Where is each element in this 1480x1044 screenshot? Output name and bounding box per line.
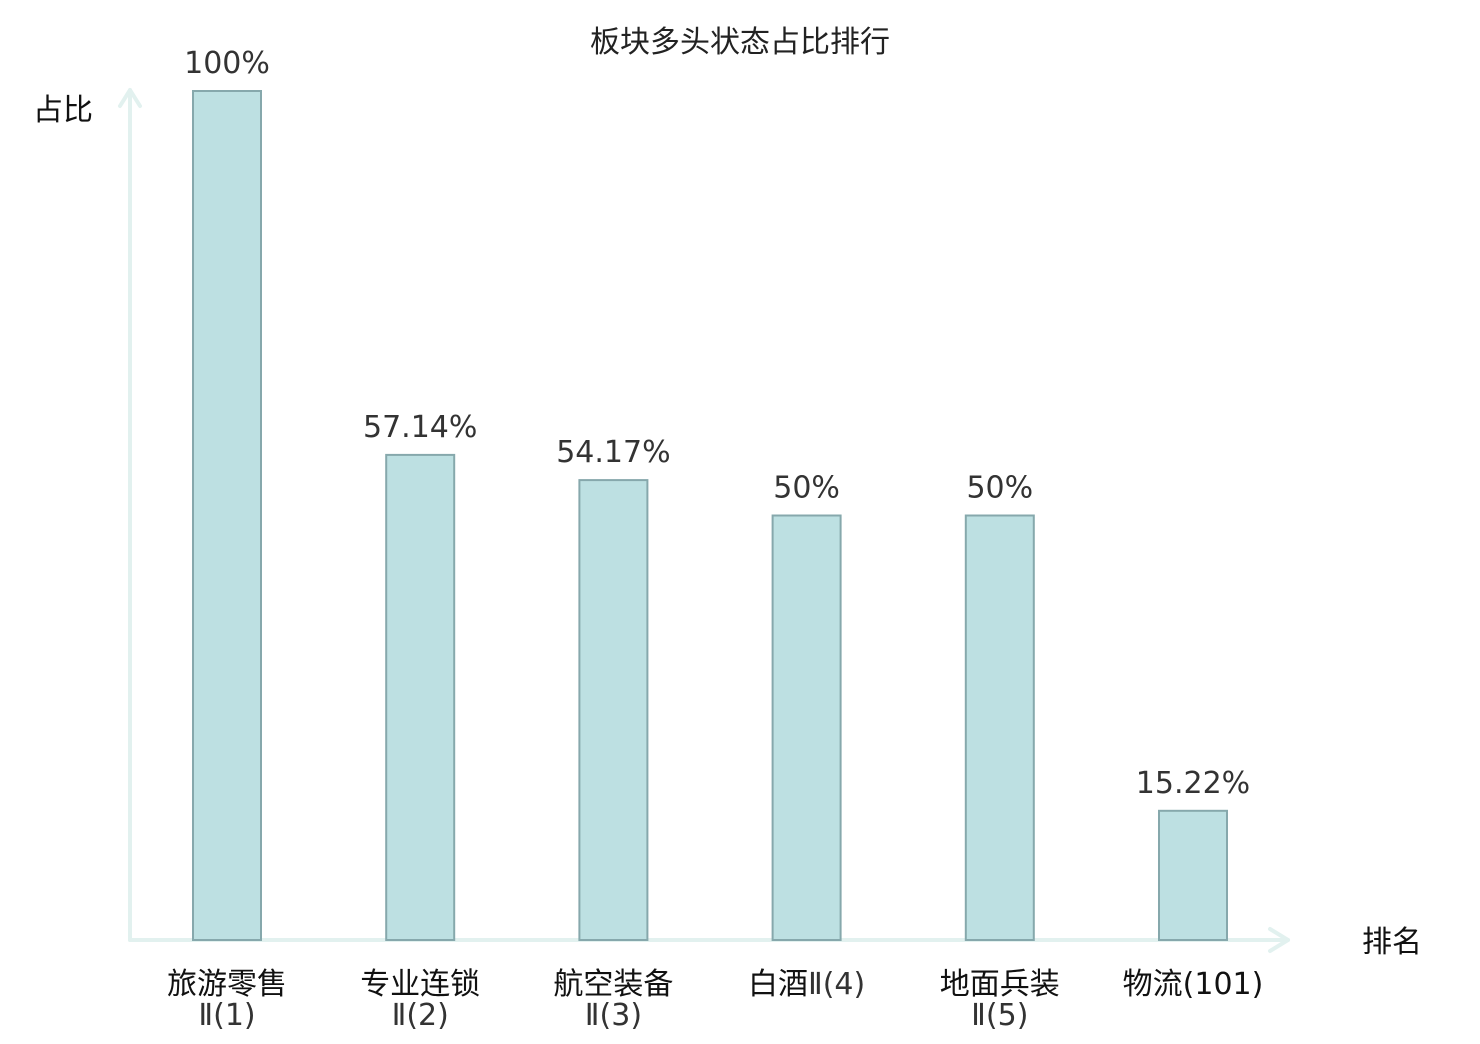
category-label-4: 白酒Ⅱ(4) — [748, 967, 865, 1002]
category-label-3: 航空装备 — [553, 967, 673, 1002]
bar-4 — [771, 514, 842, 941]
bar-3 — [578, 479, 649, 941]
category-name-1: 旅游零售 — [167, 967, 287, 1002]
category-label-2: 专业连锁 — [360, 967, 480, 1002]
category-name-3: 航空装备 — [553, 967, 673, 1002]
category-rank-3: Ⅱ(3) — [585, 998, 642, 1033]
value-label-6: 15.22% — [1136, 766, 1250, 801]
bar-2 — [385, 453, 456, 941]
category-label-1: 旅游零售 — [167, 967, 287, 1002]
category-name-2: 专业连锁 — [360, 967, 480, 1002]
value-label-2: 57.14% — [363, 410, 477, 445]
value-label-5: 50% — [966, 471, 1033, 506]
category-name-6: 物流 — [1123, 967, 1183, 1002]
x-axis-arrow — [1268, 927, 1290, 953]
bar-5 — [964, 514, 1035, 941]
chart-title: 板块多头状态占比排行 — [590, 25, 890, 60]
category-label-5: 地面兵装 — [940, 967, 1060, 1002]
category-rank-5: Ⅱ(5) — [971, 998, 1028, 1033]
y-axis-label: 占比 — [33, 93, 93, 128]
category-rank-6: (101) — [1183, 967, 1264, 1002]
value-labels-group: 100% 57.14% 54.17% 50% 50% 15.22% — [184, 46, 1250, 801]
category-name-4: 白酒 — [748, 967, 808, 1002]
value-label-4: 50% — [773, 471, 840, 506]
bar-6 — [1158, 809, 1228, 941]
y-axis-arrow — [118, 88, 142, 108]
category-rank-1: Ⅱ(1) — [198, 998, 255, 1033]
category-name-5: 地面兵装 — [940, 967, 1060, 1002]
value-label-1: 100% — [184, 46, 270, 81]
value-label-3: 54.17% — [556, 435, 670, 470]
category-rank-2: Ⅱ(2) — [392, 998, 449, 1033]
bar-1 — [192, 90, 262, 941]
bars-group — [192, 90, 1228, 941]
category-rank-4: Ⅱ(4) — [808, 967, 865, 1002]
x-axis-label: 排名 — [1362, 925, 1422, 960]
category-label-6: 物流(101) — [1123, 967, 1264, 1002]
